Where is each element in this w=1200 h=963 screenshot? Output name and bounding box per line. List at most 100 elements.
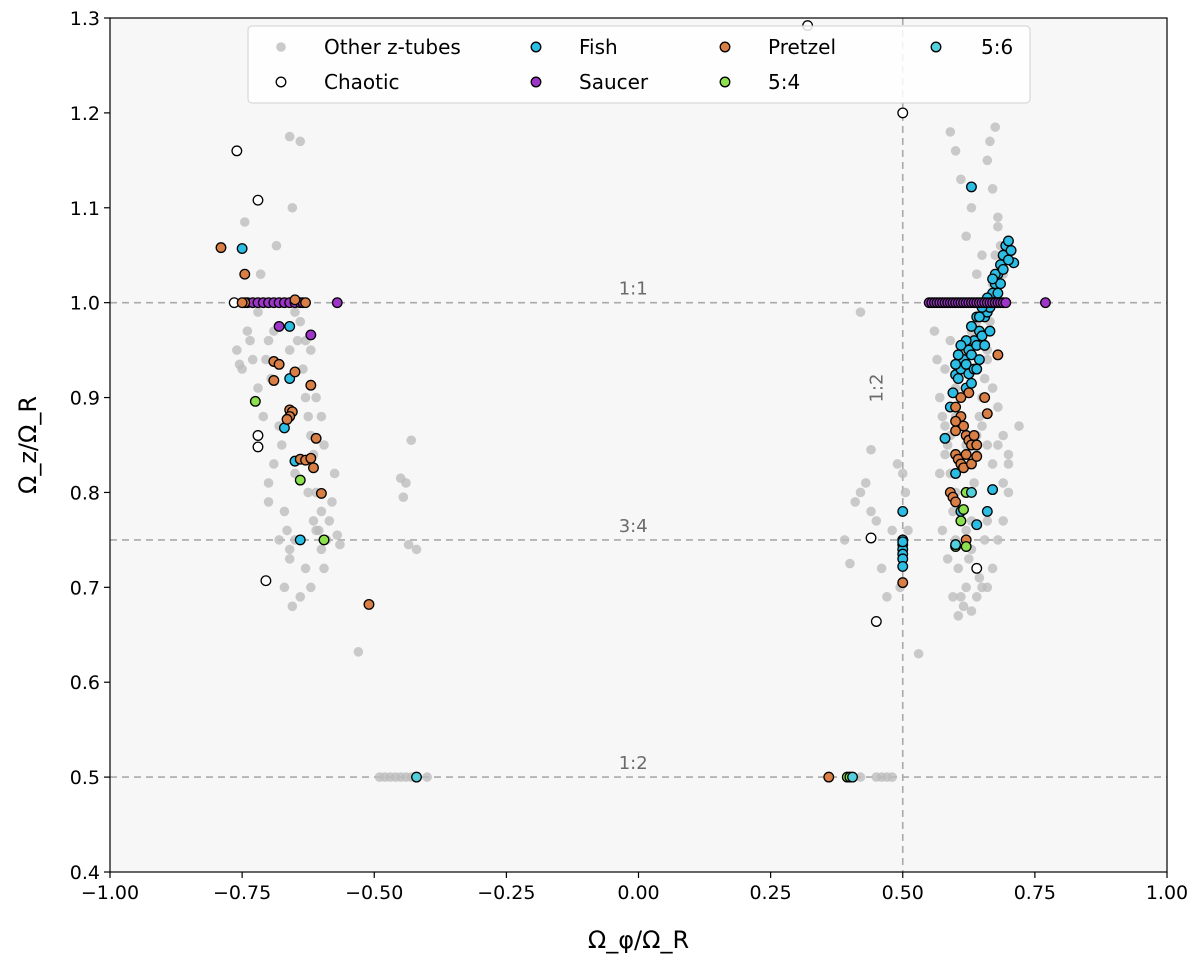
point-0-56 — [263, 497, 274, 507]
legend-label-4: Pretzel — [768, 35, 836, 59]
point-0-189 — [993, 440, 1003, 450]
point-4-45 — [981, 408, 993, 420]
y-axis: 0.4 0.5 0.6 0.7 0.8 0.9 1.0 1.1 1.2 1.3 — [70, 8, 110, 884]
point-4-22 — [897, 577, 909, 589]
point-0-27 — [300, 392, 311, 403]
point-5-1 — [294, 474, 306, 486]
point-0-115 — [961, 582, 971, 593]
point-0-175 — [974, 573, 985, 583]
point-0-11 — [263, 478, 274, 488]
point-0-135 — [971, 269, 982, 280]
point-0-48 — [284, 345, 295, 355]
series-1 — [228, 20, 983, 627]
point-0-145 — [945, 335, 956, 346]
point-2-66 — [947, 387, 959, 399]
point-1-5 — [260, 575, 272, 587]
point-3-12 — [331, 297, 343, 309]
point-0-6 — [247, 354, 258, 365]
legend-marker-5 — [719, 76, 731, 88]
point-2-48 — [992, 287, 1004, 299]
point-0-107 — [940, 421, 950, 431]
point-0-98 — [903, 525, 913, 536]
point-5-7 — [955, 515, 967, 527]
legend-label-5: 5:4 — [768, 70, 800, 94]
point-0-176 — [979, 535, 990, 545]
point-0-137 — [982, 155, 993, 166]
point-0-173 — [966, 606, 977, 616]
point-6-3 — [966, 486, 977, 498]
point-6-1 — [847, 771, 858, 783]
point-4-27 — [950, 425, 962, 437]
point-2-55 — [952, 349, 964, 361]
point-0-40 — [335, 539, 345, 550]
point-0-120 — [974, 411, 985, 422]
plot-area — [110, 18, 1167, 872]
point-4-24 — [950, 401, 962, 413]
point-4-18 — [305, 452, 317, 464]
point-0-61 — [253, 383, 263, 393]
y-tick-label-0: 0.4 — [70, 862, 100, 884]
point-0-42 — [295, 592, 306, 602]
y-tick-label-6: 1.0 — [70, 293, 100, 315]
point-0-122 — [979, 373, 990, 384]
legend-marker-2 — [530, 41, 542, 53]
legend-marker-1 — [275, 76, 287, 88]
x-tick-label-3: −0.25 — [477, 882, 535, 904]
point-4-47 — [963, 387, 975, 399]
point-0-134 — [966, 202, 977, 213]
data-points — [215, 20, 1051, 783]
point-2-56 — [950, 358, 962, 370]
point-0-153 — [987, 383, 998, 393]
point-0-154 — [993, 402, 1003, 412]
point-2-15 — [939, 432, 951, 444]
point-0-86 — [845, 558, 855, 569]
point-0-45 — [311, 525, 321, 536]
point-0-84 — [887, 772, 897, 782]
point-5-6 — [958, 504, 969, 515]
resonance-label-0: 1:1 — [619, 279, 648, 300]
point-0-165 — [987, 563, 998, 574]
point-0-142 — [945, 127, 956, 137]
point-0-164 — [982, 582, 993, 593]
point-2-47 — [987, 273, 999, 285]
point-0-179 — [940, 449, 950, 460]
point-4-1 — [239, 268, 251, 280]
point-4-0 — [215, 242, 227, 254]
point-4-31 — [968, 430, 980, 441]
point-4-39 — [971, 450, 983, 462]
point-0-139 — [987, 184, 998, 194]
point-0-2 — [237, 364, 247, 374]
point-2-1 — [284, 320, 296, 332]
point-4-4 — [289, 294, 301, 306]
point-3-45 — [1039, 297, 1051, 309]
y-tick-label-1: 0.5 — [70, 767, 100, 789]
point-4-21 — [363, 598, 375, 610]
point-0-64 — [406, 435, 417, 446]
point-0-78 — [422, 772, 432, 782]
point-0-46 — [316, 506, 327, 517]
point-2-0 — [236, 243, 248, 255]
point-4-9 — [289, 366, 301, 378]
point-0-89 — [860, 478, 871, 488]
y-axis-label: Ω_z/Ω_R — [14, 396, 42, 494]
point-2-19 — [981, 505, 993, 517]
point-2-52 — [966, 320, 977, 332]
point-2-54 — [955, 339, 967, 351]
point-0-105 — [934, 392, 945, 403]
point-2-13 — [897, 536, 909, 548]
x-tick-label-6: 0.50 — [882, 882, 924, 904]
point-0-138 — [985, 136, 995, 147]
point-0-171 — [948, 592, 958, 602]
point-0-101 — [866, 444, 876, 455]
point-0-33 — [316, 544, 327, 555]
point-5-0 — [249, 395, 261, 407]
y-tick-label-8: 1.2 — [70, 103, 100, 125]
point-0-44 — [306, 582, 316, 593]
point-0-5 — [245, 335, 255, 346]
point-4-44 — [992, 349, 1004, 361]
point-0-110 — [948, 506, 958, 517]
point-0-160 — [961, 525, 971, 536]
resonance-label-2: 1:2 — [619, 753, 648, 774]
point-0-167 — [998, 516, 1008, 526]
point-0-190 — [998, 478, 1008, 488]
